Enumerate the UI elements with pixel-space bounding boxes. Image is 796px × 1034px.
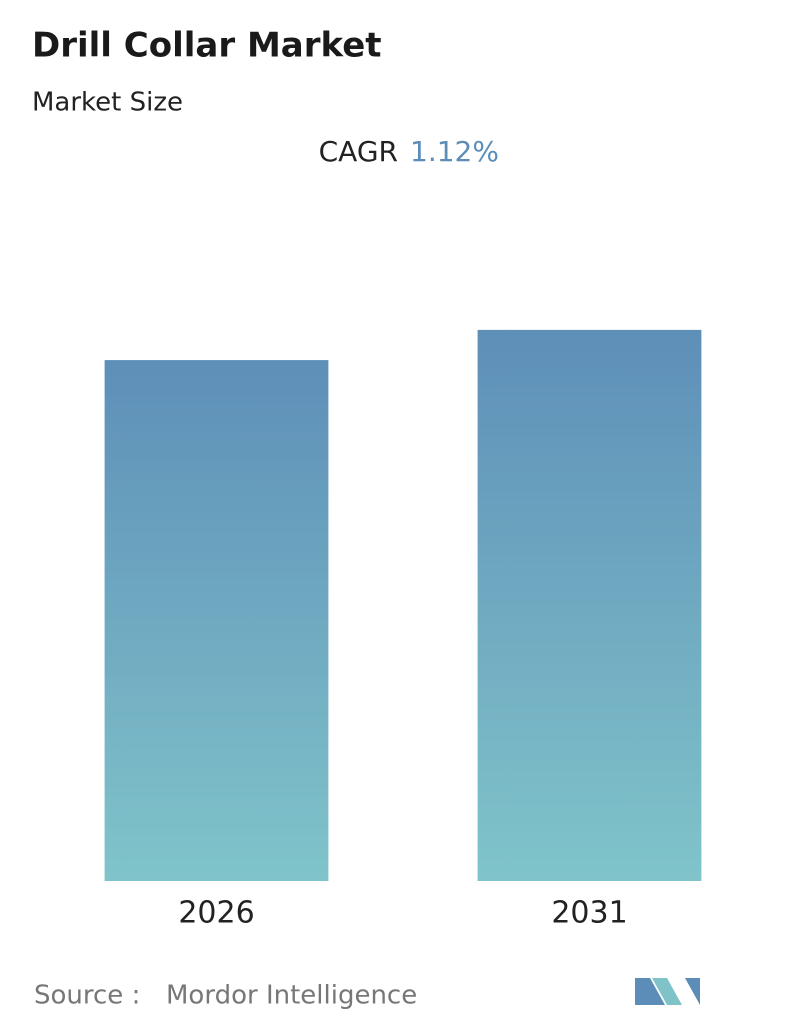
- logo: [635, 978, 700, 1005]
- source-label: Source :: [34, 981, 140, 1011]
- bar: [104, 360, 329, 881]
- bar: [477, 329, 702, 881]
- chart-subtitle: Market Size: [32, 88, 183, 118]
- cagr-label: CAGR: [319, 135, 398, 168]
- x-tick-label: 2031: [551, 896, 627, 931]
- chart-title: Drill Collar Market: [32, 26, 382, 66]
- x-tick-label: 2026: [178, 896, 254, 931]
- cagr-value: 1.12%: [410, 135, 499, 168]
- source: Mordor Intelligence: [166, 981, 417, 1011]
